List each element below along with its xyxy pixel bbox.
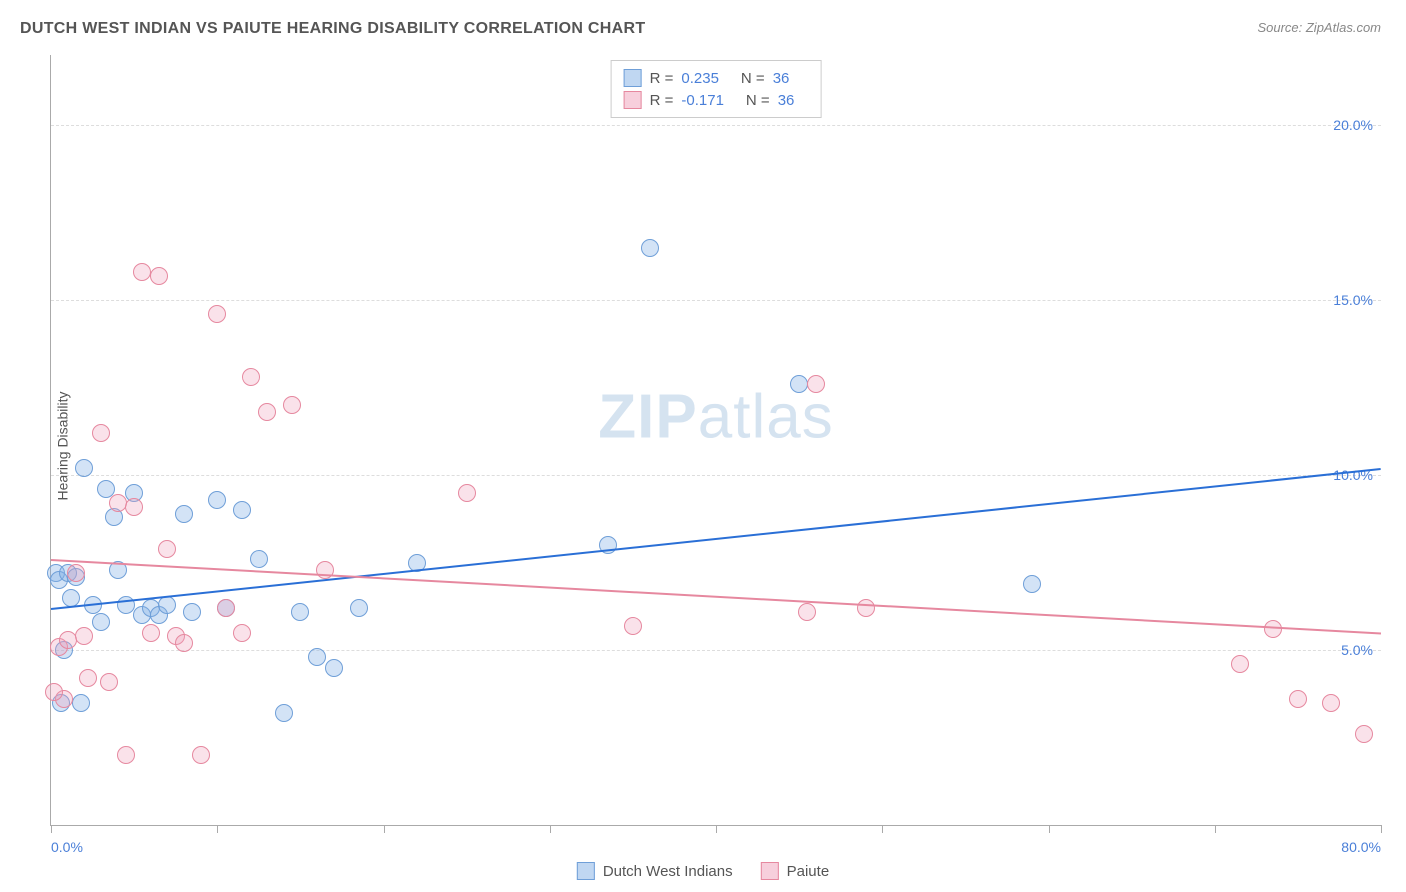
stats-row: R = -0.171 N = 36 (624, 89, 809, 111)
series-legend: Dutch West Indians Paiute (577, 862, 829, 880)
x-tick (384, 825, 385, 833)
stats-n-value: 36 (773, 70, 790, 87)
data-point (250, 550, 268, 568)
chart-container: DUTCH WEST INDIAN VS PAIUTE HEARING DISA… (0, 0, 1406, 892)
data-point (109, 494, 127, 512)
x-tick (716, 825, 717, 833)
x-tick (51, 825, 52, 833)
stats-n-label: N = (746, 92, 770, 109)
stats-r-value: -0.171 (681, 92, 724, 109)
data-point (217, 599, 235, 617)
gridline (51, 650, 1381, 651)
x-tick (882, 825, 883, 833)
data-point (183, 603, 201, 621)
data-point (175, 505, 193, 523)
source-attribution: Source: ZipAtlas.com (1257, 20, 1381, 35)
data-point (92, 424, 110, 442)
stats-n-label: N = (741, 70, 765, 87)
data-point (192, 746, 210, 764)
x-tick (1049, 825, 1050, 833)
data-point (1289, 690, 1307, 708)
data-point (175, 634, 193, 652)
trend-line (51, 468, 1381, 610)
trend-line (51, 559, 1381, 634)
data-point (100, 673, 118, 691)
swatch-icon (577, 862, 595, 880)
data-point (857, 599, 875, 617)
stats-r-value: 0.235 (681, 70, 719, 87)
stats-legend-box: R =0.235N =36R =-0.171N =36 (611, 60, 822, 118)
data-point (1322, 694, 1340, 712)
chart-title: DUTCH WEST INDIAN VS PAIUTE HEARING DISA… (20, 20, 645, 38)
x-tick (550, 825, 551, 833)
legend-item: Paiute (761, 862, 830, 880)
data-point (641, 239, 659, 257)
stats-n-value: 36 (778, 92, 795, 109)
data-point (117, 746, 135, 764)
data-point (275, 704, 293, 722)
data-point (1355, 725, 1373, 743)
data-point (283, 396, 301, 414)
data-point (258, 403, 276, 421)
data-point (325, 659, 343, 677)
x-tick-label: 0.0% (51, 839, 83, 855)
data-point (125, 498, 143, 516)
plot-area: ZIPatlas R =0.235N =36R =-0.171N =36 5.0… (50, 55, 1381, 826)
data-point (624, 617, 642, 635)
data-point (350, 599, 368, 617)
swatch-icon (624, 69, 642, 87)
stats-r-label: R = (650, 70, 674, 87)
data-point (233, 501, 251, 519)
data-point (1023, 575, 1041, 593)
data-point (208, 491, 226, 509)
data-point (75, 627, 93, 645)
data-point (62, 589, 80, 607)
data-point (117, 596, 135, 614)
gridline (51, 300, 1381, 301)
data-point (807, 375, 825, 393)
x-tick (1381, 825, 1382, 833)
legend-label: Paiute (787, 863, 830, 880)
data-point (233, 624, 251, 642)
stats-r-label: R = (650, 92, 674, 109)
data-point (59, 631, 77, 649)
data-point (133, 263, 151, 281)
data-point (458, 484, 476, 502)
data-point (45, 683, 63, 701)
legend-label: Dutch West Indians (603, 863, 733, 880)
data-point (242, 368, 260, 386)
data-point (291, 603, 309, 621)
data-point (142, 624, 160, 642)
data-point (150, 267, 168, 285)
gridline (51, 125, 1381, 126)
x-tick (217, 825, 218, 833)
x-tick (1215, 825, 1216, 833)
data-point (308, 648, 326, 666)
data-point (1264, 620, 1282, 638)
x-tick-label: 80.0% (1341, 839, 1381, 855)
data-point (72, 694, 90, 712)
data-point (798, 603, 816, 621)
gridline (51, 475, 1381, 476)
legend-item: Dutch West Indians (577, 862, 733, 880)
data-point (208, 305, 226, 323)
swatch-icon (624, 91, 642, 109)
data-point (75, 459, 93, 477)
data-point (67, 564, 85, 582)
stats-row: R = 0.235 N = 36 (624, 67, 809, 89)
y-tick-label: 20.0% (1333, 117, 1373, 133)
data-point (92, 613, 110, 631)
y-tick-label: 15.0% (1333, 292, 1373, 308)
data-point (1231, 655, 1249, 673)
watermark-bold: ZIP (598, 382, 697, 451)
data-point (79, 669, 97, 687)
swatch-icon (761, 862, 779, 880)
data-point (790, 375, 808, 393)
data-point (158, 540, 176, 558)
y-tick-label: 5.0% (1341, 642, 1373, 658)
